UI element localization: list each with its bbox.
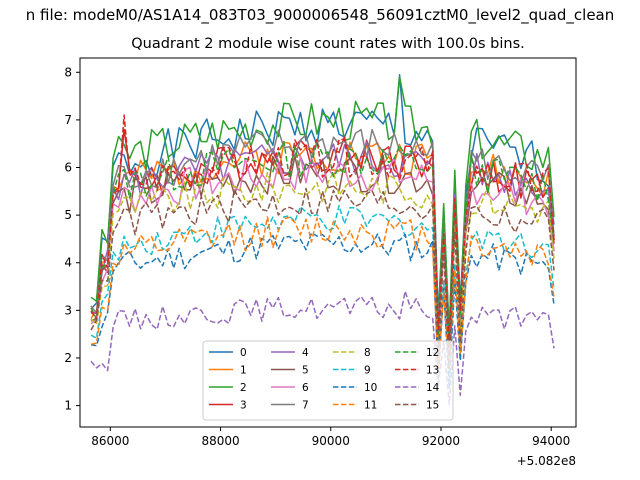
legend-label-4: 4 <box>302 347 309 359</box>
series-line-3 <box>90 128 555 353</box>
x-tick-label: 92000 <box>422 434 460 448</box>
legend-label-7: 7 <box>302 400 309 412</box>
legend-label-13: 13 <box>426 365 439 377</box>
x-tick-label: 90000 <box>312 434 350 448</box>
legend-box <box>202 340 454 421</box>
legend-label-2: 2 <box>240 382 247 394</box>
legend-label-5: 5 <box>302 365 309 377</box>
x-axis: 86000 88000 90000 92000 94000 <box>91 427 570 448</box>
chart-title: Quadrant 2 module wise count rates with … <box>131 36 525 52</box>
legend-label-9: 9 <box>364 365 371 377</box>
legend-label-8: 8 <box>364 347 371 359</box>
legend-label-6: 6 <box>302 382 309 394</box>
y-tick-label: 2 <box>64 351 72 365</box>
y-tick-label: 4 <box>64 256 72 270</box>
y-tick-label: 7 <box>64 113 72 127</box>
series-line-6 <box>90 155 555 348</box>
series-line-9 <box>90 204 555 378</box>
series-line-2 <box>90 76 555 336</box>
legend-label-14: 14 <box>426 382 440 394</box>
y-axis: 1 2 3 4 5 6 7 8 <box>64 65 80 413</box>
legend-label-12: 12 <box>426 347 439 359</box>
y-tick-label: 1 <box>64 399 72 413</box>
x-offset-label: +5.082e8 <box>517 454 576 468</box>
y-tick-label: 6 <box>64 161 72 175</box>
legend-label-11: 11 <box>364 400 377 412</box>
legend-label-10: 10 <box>364 382 377 394</box>
legend-label-0: 0 <box>240 347 247 359</box>
series-line-15 <box>90 187 555 370</box>
legend-label-3: 3 <box>240 400 247 412</box>
legend-label-15: 15 <box>426 400 439 412</box>
legend-label-1: 1 <box>240 365 247 377</box>
series-line-14 <box>90 290 555 406</box>
plot-frame <box>79 57 577 428</box>
y-tick-label: 8 <box>64 65 72 79</box>
y-tick-label: 3 <box>64 303 72 317</box>
series-line-0 <box>90 73 555 333</box>
x-tick-label: 94000 <box>532 434 570 448</box>
series-line-8 <box>90 171 555 359</box>
series-line-7 <box>90 128 555 344</box>
y-tick-label: 5 <box>64 208 72 222</box>
x-tick-label: 86000 <box>91 434 129 448</box>
series-layer <box>90 73 555 406</box>
series-line-11 <box>90 216 555 371</box>
x-tick-label: 88000 <box>201 434 239 448</box>
figure-suptitle: n file: modeM0/AS1A14_083T03_9000006548_… <box>25 6 615 24</box>
series-line-13 <box>90 114 555 348</box>
series-line-12 <box>90 140 555 345</box>
